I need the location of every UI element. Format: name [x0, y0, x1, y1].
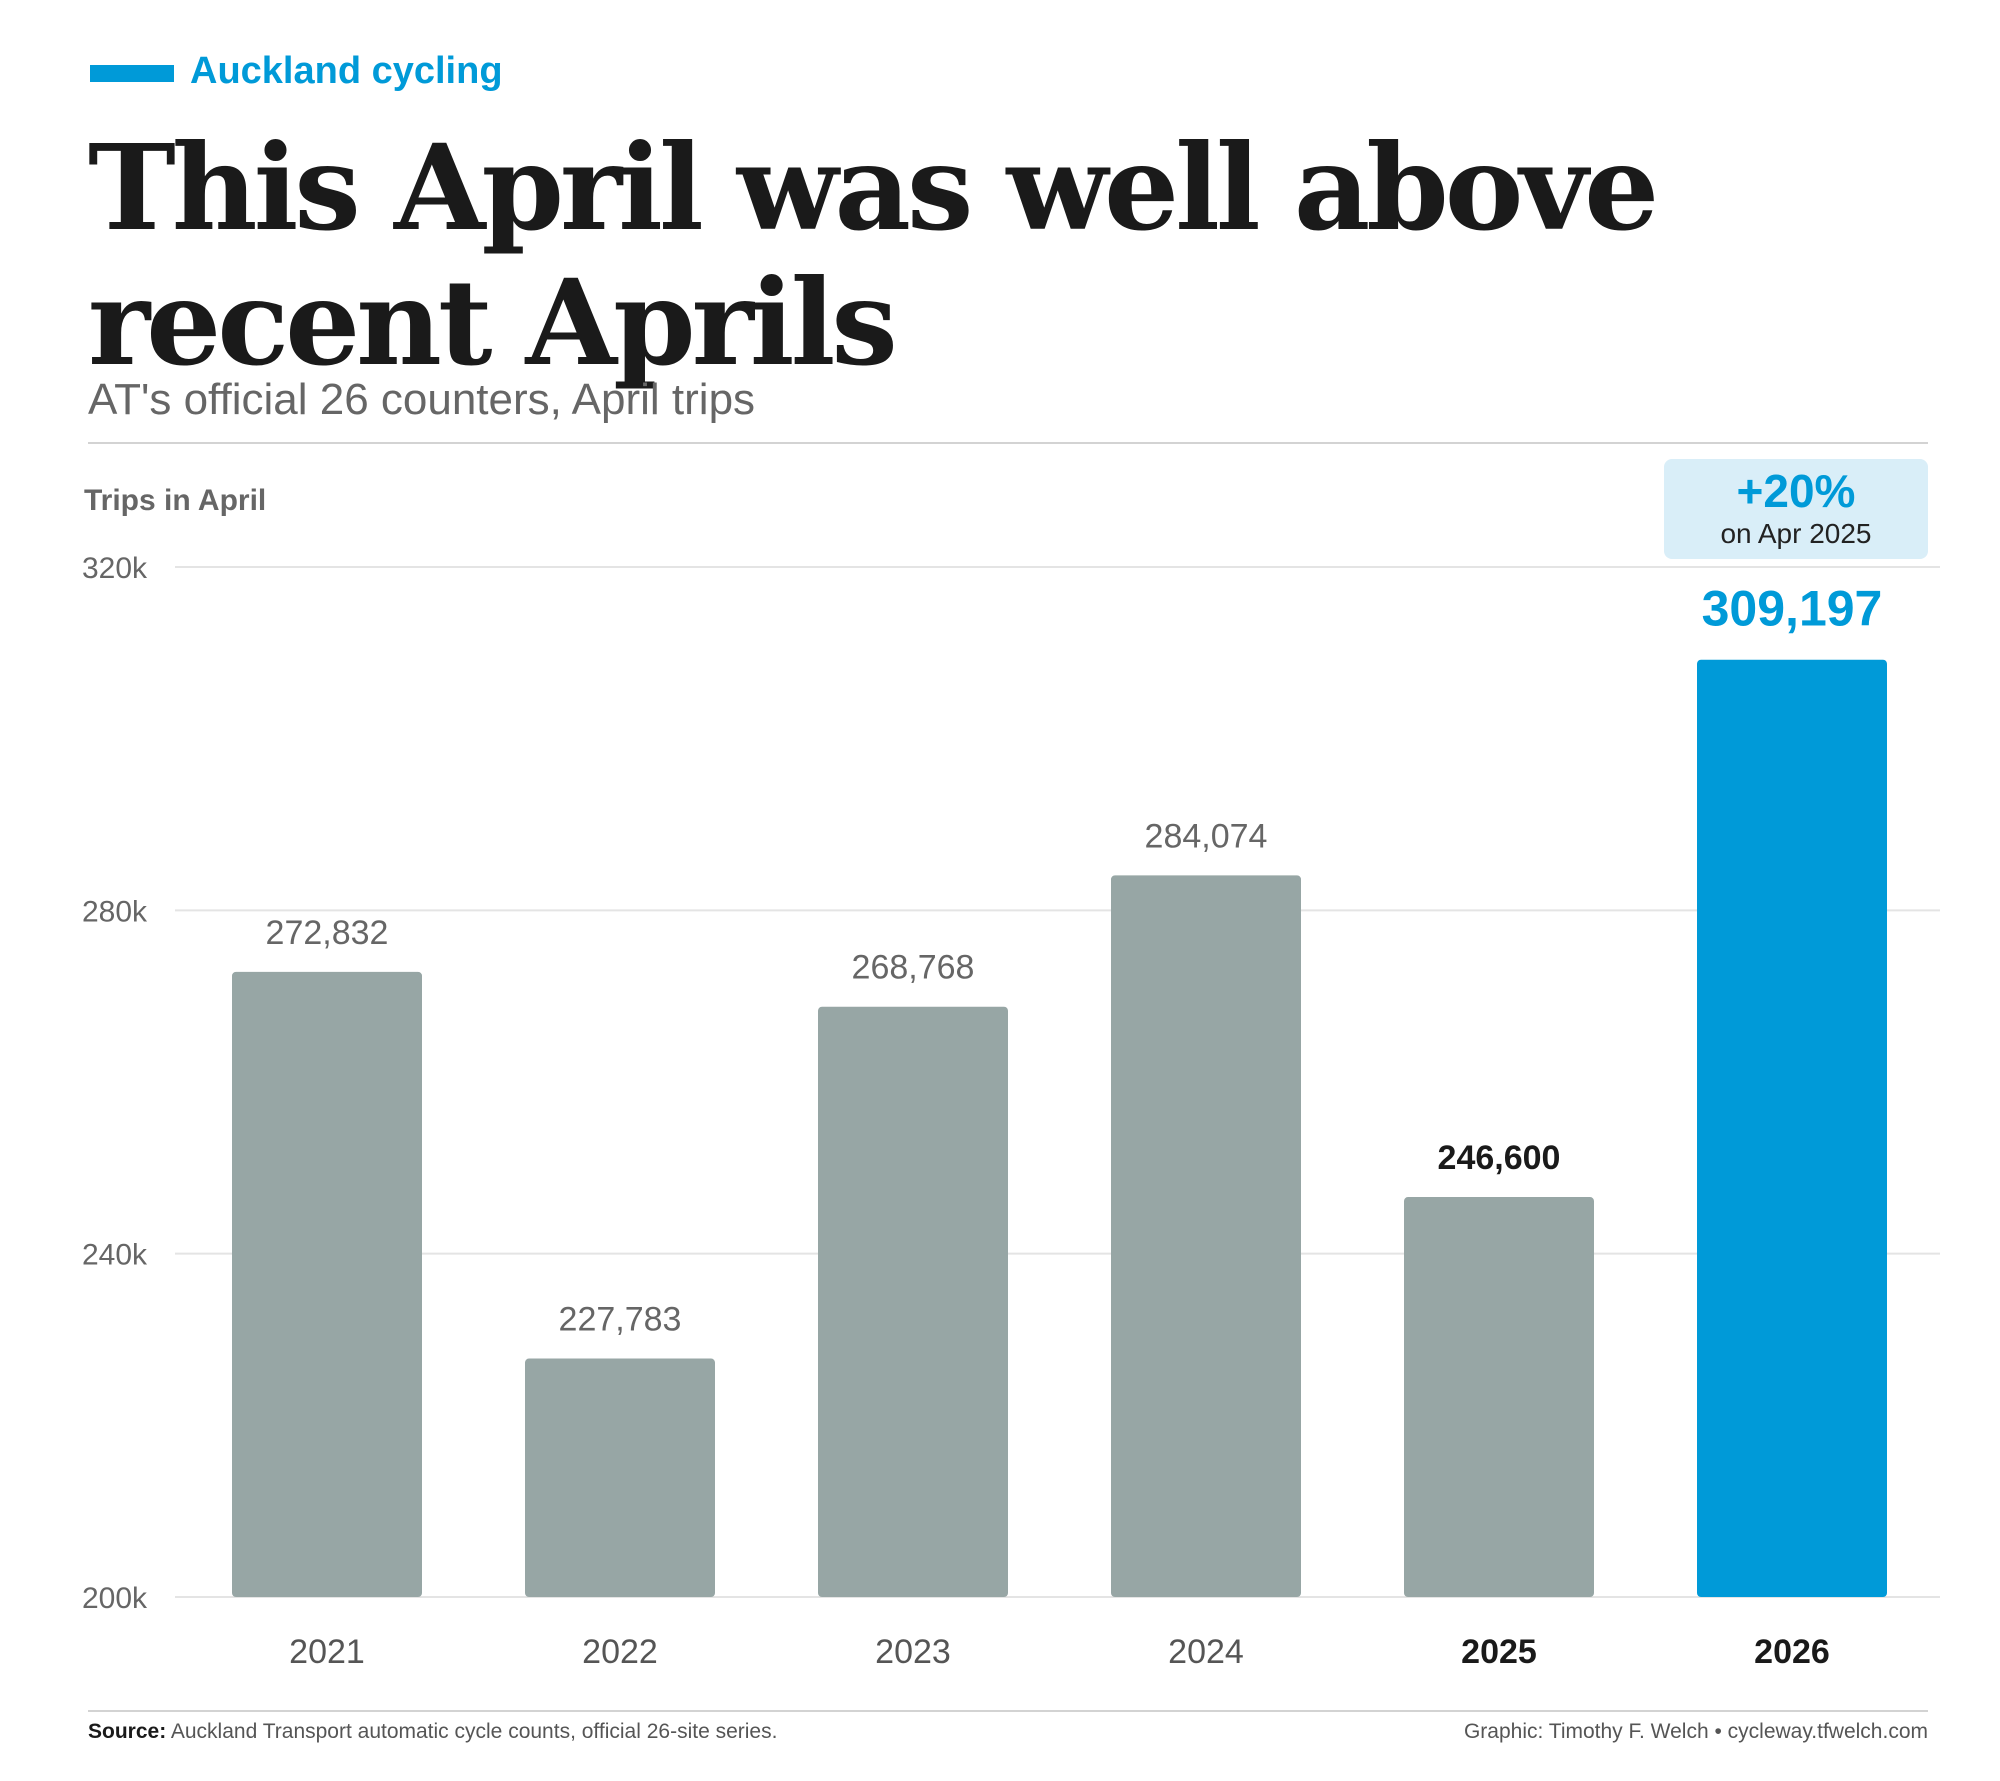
- x-tick-label: 2022: [582, 1633, 658, 1671]
- value-label: 284,074: [1145, 817, 1268, 855]
- value-label: 227,783: [559, 1301, 682, 1339]
- change-note: on Apr 2025: [1720, 518, 1872, 549]
- source-text: Auckland Transport automatic cycle count…: [170, 1720, 778, 1743]
- x-tick-label: 2026: [1754, 1633, 1830, 1671]
- footer-divider: [88, 1710, 1928, 1712]
- value-label: 268,768: [852, 949, 975, 987]
- value-label: 246,600: [1438, 1139, 1561, 1177]
- value-label: 309,197: [1702, 581, 1883, 637]
- y-tick-label: 280k: [82, 895, 148, 928]
- source-note: Source: Auckland Transport automatic cyc…: [88, 1720, 777, 1744]
- graphic-credit: Graphic: Timothy F. Welch • cycleway.tfw…: [1463, 1720, 1928, 1743]
- y-tick-label: 240k: [82, 1239, 148, 1272]
- bar-2021: [232, 971, 422, 1597]
- chart-title: This April was well above recent Aprils: [88, 118, 1659, 392]
- bar-2026: [1697, 659, 1887, 1597]
- chart-subtitle: AT's official 26 counters, April trips: [88, 375, 756, 424]
- bar-2023: [818, 1006, 1008, 1597]
- x-tick-label: 2021: [289, 1633, 365, 1671]
- change-callout: +20% on Apr 2025: [1664, 459, 1928, 559]
- y-axis-label: Trips in April: [84, 484, 267, 517]
- bar-2022: [525, 1358, 715, 1597]
- kicker-accent-bar: [90, 65, 174, 82]
- x-tick-label: 2024: [1168, 1633, 1244, 1671]
- x-tick-label: 2025: [1461, 1633, 1537, 1671]
- change-percent: +20%: [1736, 465, 1856, 517]
- x-tick-label: 2023: [875, 1633, 951, 1671]
- header-divider: [88, 442, 1928, 444]
- value-label: 272,832: [266, 914, 389, 952]
- kicker-label: Auckland cycling: [190, 50, 503, 92]
- bar-2025: [1404, 1197, 1594, 1597]
- source-label: Source:: [88, 1720, 167, 1743]
- bar-2024: [1111, 875, 1301, 1597]
- y-tick-label: 320k: [82, 552, 148, 585]
- y-tick-label: 200k: [82, 1582, 148, 1615]
